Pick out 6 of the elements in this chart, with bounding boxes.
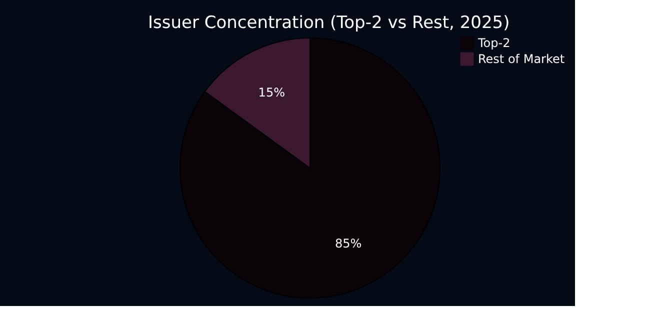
legend-label: Top-2 <box>477 36 510 50</box>
legend-label: Rest of Market <box>478 52 565 66</box>
pie-slice <box>180 38 440 298</box>
chart-title: Issuer Concentration (Top-2 vs Rest, 2025) <box>148 13 510 33</box>
data-label: 15% <box>258 86 285 100</box>
data-label: 85% <box>335 236 362 250</box>
